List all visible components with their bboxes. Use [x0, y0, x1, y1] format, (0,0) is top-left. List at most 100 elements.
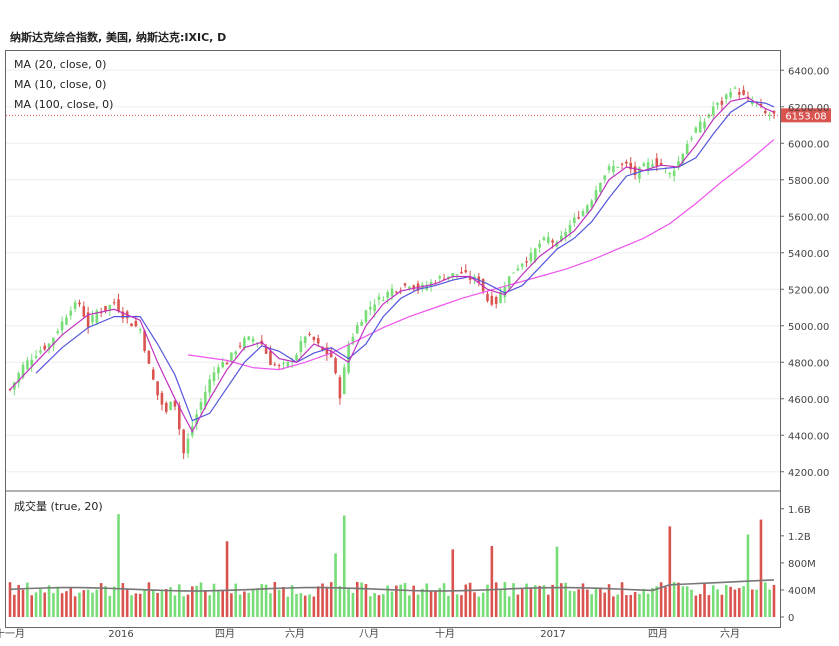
candle-body [573, 217, 576, 224]
volume-bar [733, 589, 737, 617]
volume-bar [316, 586, 320, 617]
candle-body [638, 167, 641, 179]
candle-body [677, 161, 680, 168]
volume-bar [607, 584, 611, 617]
candle-body [603, 175, 606, 180]
candle-body [607, 166, 611, 171]
volume-bar [21, 589, 25, 617]
volume-bar [108, 595, 112, 617]
volume-bar [546, 594, 550, 617]
candle-body [303, 336, 307, 344]
candle-body [507, 276, 511, 289]
volume-bar [481, 592, 485, 617]
volume-bar [182, 596, 185, 617]
volume-bar [555, 546, 559, 617]
volume-bar [590, 594, 593, 617]
volume-tick-label: 1.6B [788, 505, 811, 516]
volume-bar [230, 593, 233, 617]
volume-bar [755, 589, 758, 617]
price-tick-label: 4200.00 [788, 468, 829, 479]
candles [8, 85, 776, 460]
price-tick-label: 6200.00 [788, 103, 829, 114]
volume-bar [151, 590, 155, 617]
volume-bar [221, 589, 224, 617]
volume-bar [121, 583, 125, 617]
candle-body [52, 337, 55, 346]
candle-body [581, 210, 585, 216]
volume-bar [277, 589, 281, 617]
volume-bar [273, 582, 277, 617]
candle-body [594, 190, 598, 202]
volume-bar [503, 582, 507, 617]
x-tick-label: 十月 [435, 627, 455, 640]
candle-body [599, 182, 602, 192]
candle-body [251, 338, 255, 342]
candle-body [286, 361, 290, 367]
candle-body [577, 217, 580, 219]
candle-body [460, 271, 463, 274]
candle-body [134, 320, 138, 327]
x-tick-label: 2016 [108, 629, 133, 640]
candle-body [481, 278, 485, 292]
candle-body [442, 278, 446, 280]
volume-bar [403, 583, 407, 617]
candle-body [447, 276, 450, 279]
candle-body [377, 296, 381, 300]
volume-bar [303, 595, 307, 617]
candle-body [690, 137, 693, 140]
candle-body [95, 310, 99, 323]
volume-bar [117, 514, 120, 617]
volume-bar [711, 585, 715, 617]
candle-body [620, 163, 624, 165]
volume-bar [52, 593, 55, 617]
candle-body [529, 253, 533, 261]
volume-bar [716, 589, 719, 617]
volume-bar [212, 583, 216, 617]
candle-body [225, 362, 229, 365]
candle-body [395, 291, 398, 293]
chart-frame [5, 50, 781, 628]
candle-body [238, 345, 242, 347]
candle-body [694, 127, 698, 133]
volume-bar [455, 594, 459, 617]
volume-bar [672, 582, 676, 617]
volume-bar [603, 592, 606, 617]
price-tick-label: 5400.00 [788, 249, 829, 260]
candle-body [355, 325, 359, 334]
price-tick-label: 6400.00 [788, 66, 829, 77]
candle-body [47, 343, 51, 349]
candle-body [764, 110, 767, 114]
volume-bar [264, 584, 268, 617]
volume-bar [95, 589, 99, 617]
price-tick-label: 5600.00 [788, 212, 829, 223]
volume-bar [156, 592, 159, 617]
candle-body [386, 291, 389, 298]
volume-bar [408, 595, 411, 617]
candle-body [112, 302, 116, 304]
candle-body [633, 166, 637, 176]
candle-body [768, 114, 771, 116]
volume-bar [238, 594, 242, 617]
volume-bar [308, 594, 311, 617]
chart-title: 纳斯达克综合指数, 美国, 纳斯达克:IXIC, D [10, 31, 227, 44]
candle-body [30, 359, 33, 366]
volume-bar [677, 582, 680, 617]
volume-bar [130, 595, 133, 617]
volume-bar [247, 592, 251, 617]
volume-bar [13, 594, 16, 617]
volume-bar [39, 588, 42, 617]
volume-bar [468, 582, 472, 617]
candle-body [759, 103, 763, 106]
volume-bar [282, 586, 285, 617]
candle-body [655, 158, 659, 167]
candle-body [43, 345, 47, 350]
ma20-line [35, 100, 775, 422]
candle-body [321, 346, 324, 351]
price-tick-label: 6000.00 [788, 139, 829, 150]
candle-body [143, 330, 146, 351]
candle-body [169, 401, 172, 410]
candle-body [737, 92, 741, 95]
candle-body [26, 360, 29, 370]
volume-bar [499, 589, 502, 617]
